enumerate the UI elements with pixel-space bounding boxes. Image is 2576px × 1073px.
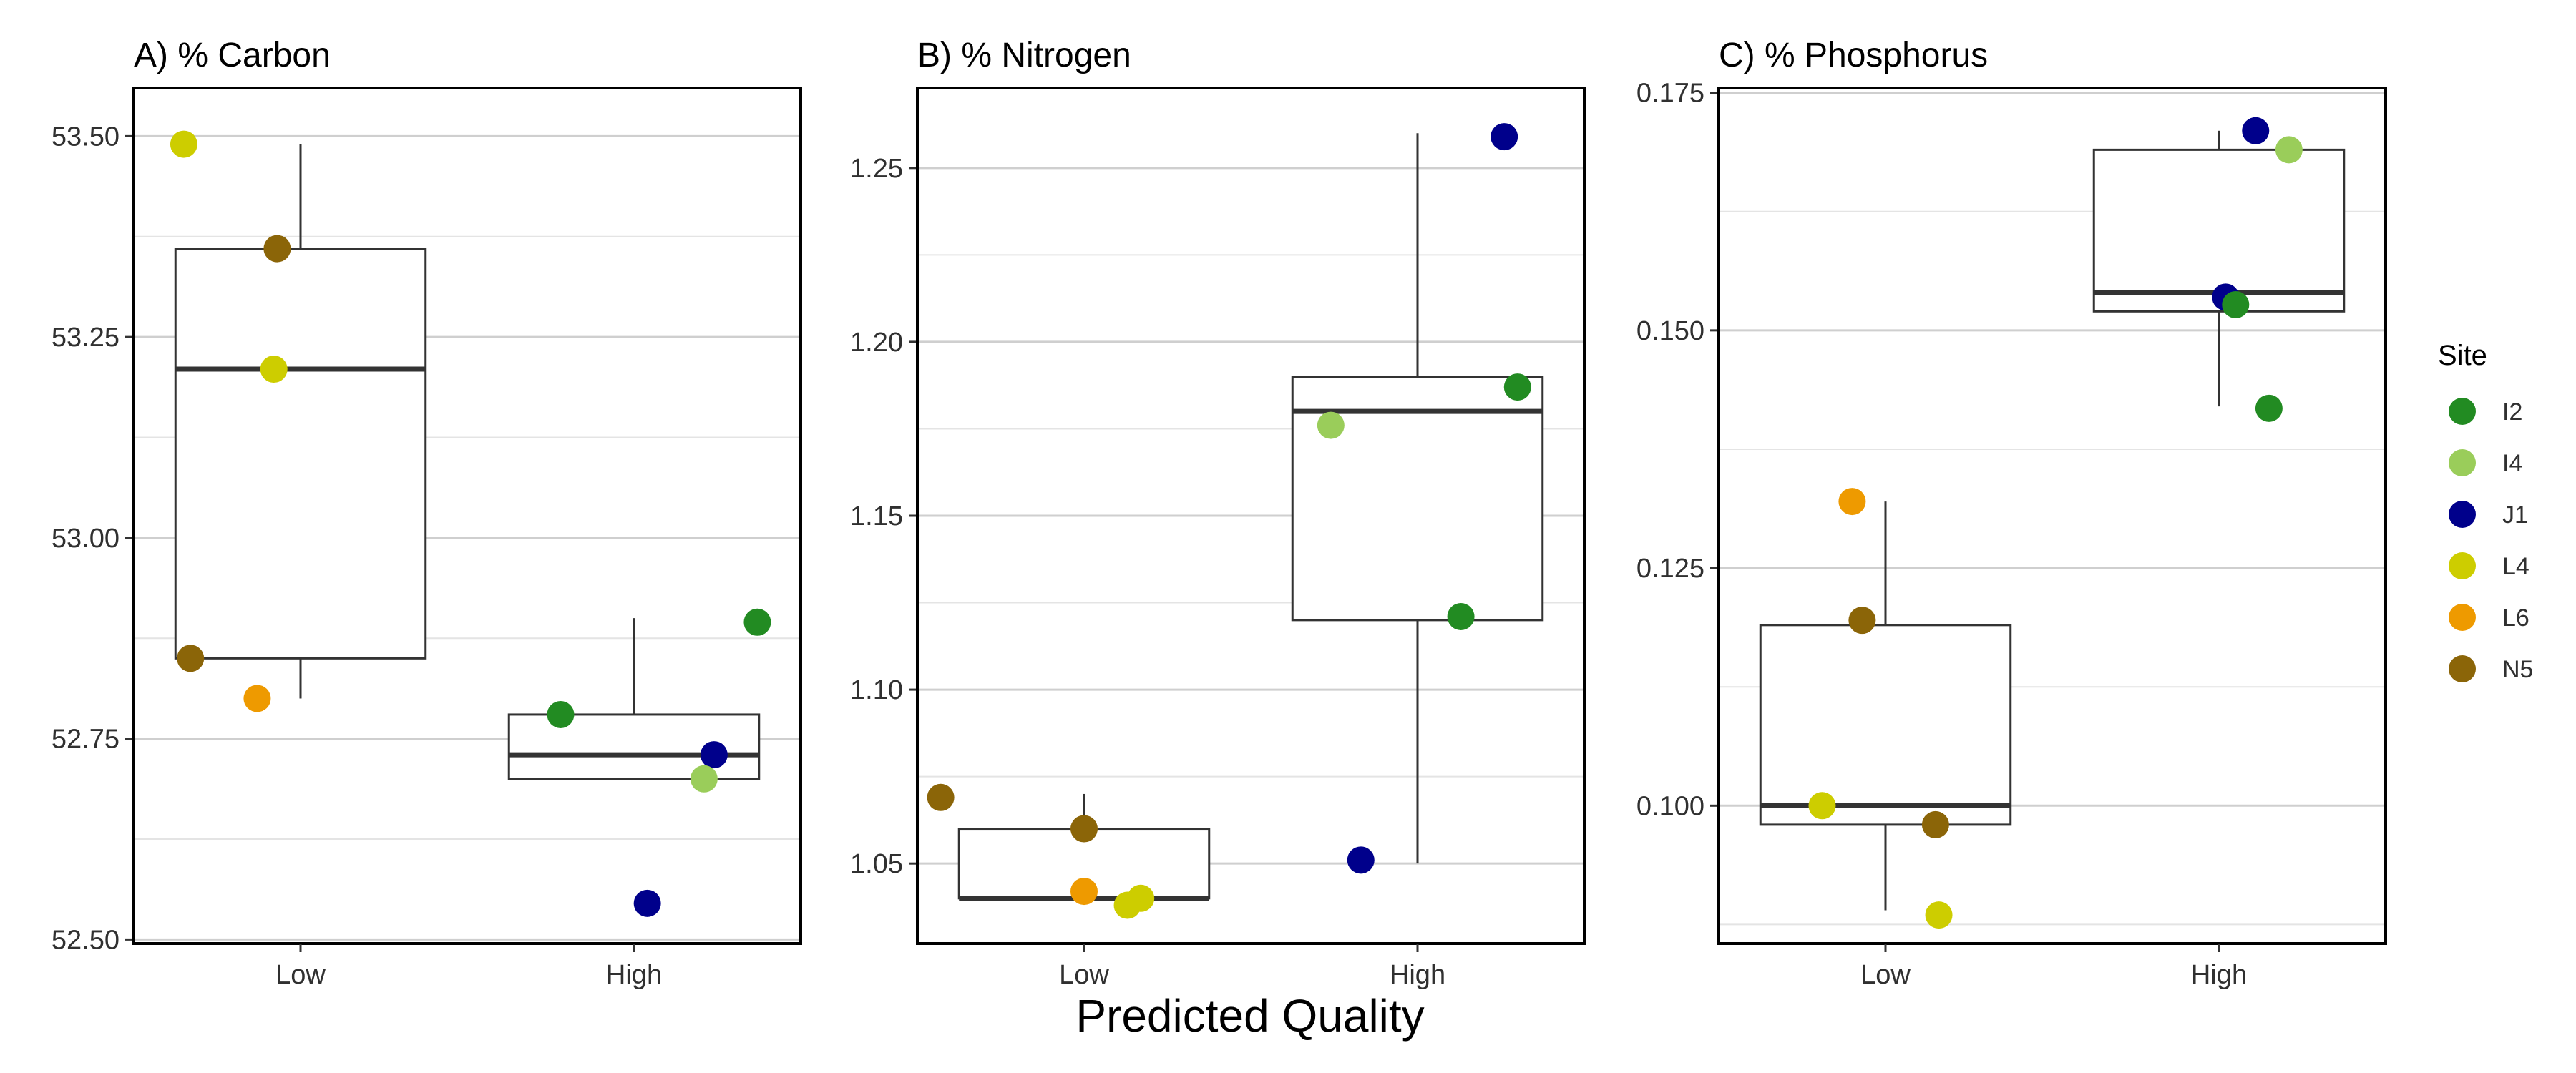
point-l4 (1113, 891, 1141, 919)
legend: Site I2 I4 J1 L4 L6 N5 (2438, 340, 2533, 683)
panel-title: C) % Phosphorus (1719, 36, 1988, 74)
point-i2 (2255, 394, 2283, 422)
x-tick-label: Low (1860, 960, 1911, 990)
panel-1: A) % Carbon 52.50 52.75 53.00 53.25 53.50 Low H… (52, 36, 802, 990)
panels: A) % Carbon 52.50 52.75 53.00 53.25 53.50 Low H… (52, 36, 2387, 990)
legend-key-l6 (2449, 604, 2476, 631)
legend-label: J1 (2502, 501, 2528, 529)
panel-2: B) % Nitrogen 1.05 1.10 1.15 1.20 1.25 Low High (850, 36, 1586, 990)
x-tick-label: Low (275, 960, 326, 990)
point-l4 (1808, 792, 1836, 820)
legend-title: Site (2438, 340, 2487, 371)
y-tick-label: 0.175 (1636, 79, 1704, 109)
x-axis-title: Predicted Quality (1075, 990, 1424, 1042)
point-i2 (743, 608, 771, 636)
panel-frame (132, 87, 802, 945)
point-i4 (1317, 411, 1345, 439)
x-tick-label: Low (1059, 960, 1109, 990)
point-l4 (1925, 901, 1953, 929)
point-n5 (927, 783, 955, 811)
point-i4 (690, 765, 718, 793)
box-low (174, 248, 427, 660)
legend-label: L4 (2502, 553, 2529, 580)
y-tick-label: 52.75 (52, 725, 119, 755)
panel-title: B) % Nitrogen (917, 36, 1131, 74)
point-n5 (1070, 815, 1098, 843)
y-tick-label: 0.100 (1636, 791, 1704, 821)
y-tick-label: 1.10 (850, 675, 903, 705)
y-tick-label: 52.50 (52, 925, 119, 955)
x-tick-label: High (2191, 960, 2247, 990)
box-high (2092, 148, 2346, 313)
x-tick-label: High (1390, 960, 1445, 990)
point-i4 (2275, 136, 2303, 164)
legend-key-i4 (2449, 449, 2476, 476)
point-j1 (700, 741, 728, 769)
point-l6 (243, 685, 271, 712)
legend-label: I2 (2502, 398, 2522, 426)
panel-title: A) % Carbon (134, 36, 331, 74)
legend-items: I2 I4 J1 L4 L6 N5 (2449, 398, 2533, 683)
legend-key-n5 (2449, 655, 2476, 682)
y-tick-label: 1.25 (850, 154, 903, 184)
point-l4 (260, 356, 288, 383)
point-n5 (1921, 810, 1949, 838)
y-tick-label: 0.150 (1636, 316, 1704, 346)
point-l4 (170, 130, 197, 158)
point-i2 (1503, 373, 1531, 401)
point-j1 (1491, 123, 1518, 151)
box-low (1759, 624, 2012, 826)
legend-key-i2 (2449, 398, 2476, 425)
legend-key-l4 (2449, 552, 2476, 579)
x-tick-label: High (606, 960, 662, 990)
point-i2 (547, 700, 575, 728)
point-l6 (1838, 488, 1866, 516)
panel-frame (1717, 87, 2387, 945)
y-tick-label: 1.20 (850, 328, 903, 358)
legend-label: L6 (2502, 604, 2529, 632)
point-n5 (1848, 607, 1876, 635)
point-n5 (177, 645, 205, 672)
legend-key-j1 (2449, 501, 2476, 528)
y-tick-label: 53.00 (52, 524, 119, 554)
legend-label: I4 (2502, 450, 2522, 477)
point-n5 (263, 235, 291, 263)
y-tick-label: 1.05 (850, 849, 903, 879)
point-j1 (2242, 117, 2270, 144)
legend-label: N5 (2502, 656, 2533, 683)
point-j1 (633, 889, 661, 917)
point-i2 (1447, 602, 1475, 630)
panel-frame (916, 87, 1586, 945)
point-i2 (2222, 290, 2250, 318)
y-tick-label: 53.25 (52, 323, 119, 353)
y-tick-label: 1.15 (850, 501, 903, 531)
y-tick-label: 0.125 (1636, 554, 1704, 584)
point-j1 (1347, 846, 1375, 874)
panel-3: C) % Phosphorus 0.100 0.125 0.150 0.175 Low Hi… (1636, 36, 2387, 990)
point-l6 (1070, 878, 1098, 906)
y-tick-label: 53.50 (52, 122, 119, 152)
